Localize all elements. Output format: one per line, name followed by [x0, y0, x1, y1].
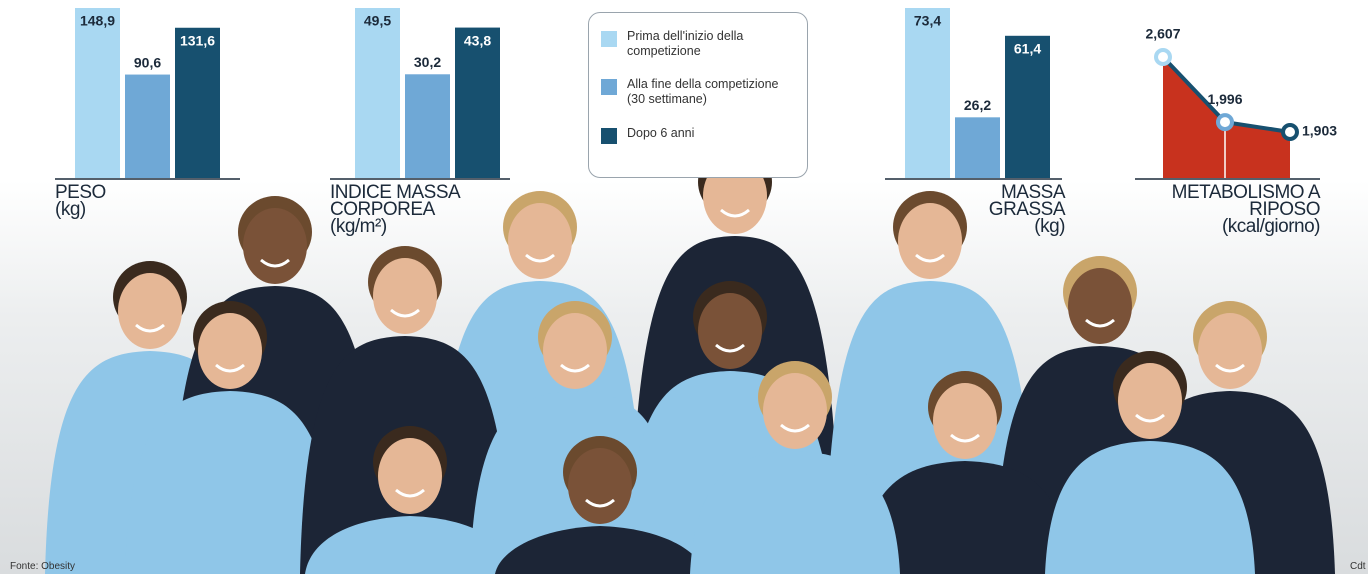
chart-subtitle: (kg) [55, 201, 255, 218]
value-label: 1,903 [1302, 123, 1337, 139]
legend-swatch [601, 31, 617, 47]
legend-swatch [601, 79, 617, 95]
value-label: 73,4 [914, 13, 941, 29]
bar [175, 28, 220, 178]
legend-label: Alla fine della competizione (30 settima… [627, 77, 791, 107]
chart-title-block: INDICE MASSA CORPOREA(kg/m²) [330, 184, 480, 235]
legend-label: Dopo 6 anni [627, 126, 791, 141]
bar [125, 75, 170, 178]
point [1283, 125, 1297, 139]
value-label: 131,6 [180, 32, 215, 48]
bar [405, 74, 450, 178]
value-label: 26,2 [964, 97, 991, 113]
source: Fonte: Obesity [10, 561, 75, 572]
legend-item: Alla fine della competizione (30 settima… [601, 77, 791, 107]
point [1156, 50, 1170, 64]
value-label: 49,5 [364, 13, 391, 29]
value-label: 2,607 [1145, 26, 1180, 42]
chart-title: MASSA GRASSA [945, 184, 1065, 218]
point [1218, 115, 1232, 129]
value-label: 43,8 [464, 32, 491, 48]
value-label: 90,6 [134, 54, 161, 70]
bar [905, 8, 950, 178]
value-label: 148,9 [80, 13, 115, 29]
legend: Prima dell'inizio della competizione Alla… [588, 12, 808, 178]
chart-subtitle: (kcal/giorno) [1150, 218, 1320, 235]
legend-label: Prima dell'inizio della competizione [627, 29, 791, 59]
chart-subtitle: (kg/m²) [330, 218, 480, 235]
chart-title-block: MASSA GRASSA(kg) [945, 184, 1065, 235]
chart-subtitle: (kg) [945, 218, 1065, 235]
legend-item: Dopo 6 anni [601, 126, 791, 141]
value-label: 30,2 [414, 54, 441, 70]
bar [355, 8, 400, 178]
chart-title-block: PESO(kg) [55, 184, 255, 218]
bar [75, 8, 120, 178]
legend-swatch [601, 128, 617, 144]
value-label: 61,4 [1014, 40, 1041, 56]
bar [455, 28, 500, 178]
legend-item: Prima dell'inizio della competizione [601, 29, 791, 59]
bar [955, 117, 1000, 178]
chart-title-block: METABOLISMO A RIPOSO(kcal/giorno) [1150, 184, 1320, 235]
value-label: 1,996 [1207, 91, 1242, 107]
chart-title: METABOLISMO A RIPOSO [1150, 184, 1320, 218]
chart-title: INDICE MASSA CORPOREA [330, 184, 480, 218]
infographic: 148,9 90,6 131,6 49,5 30,2 43,8 73,4 26,2 61,4 2,… [0, 0, 1368, 574]
bar [1005, 36, 1050, 178]
credit: Cdt [1350, 561, 1366, 572]
